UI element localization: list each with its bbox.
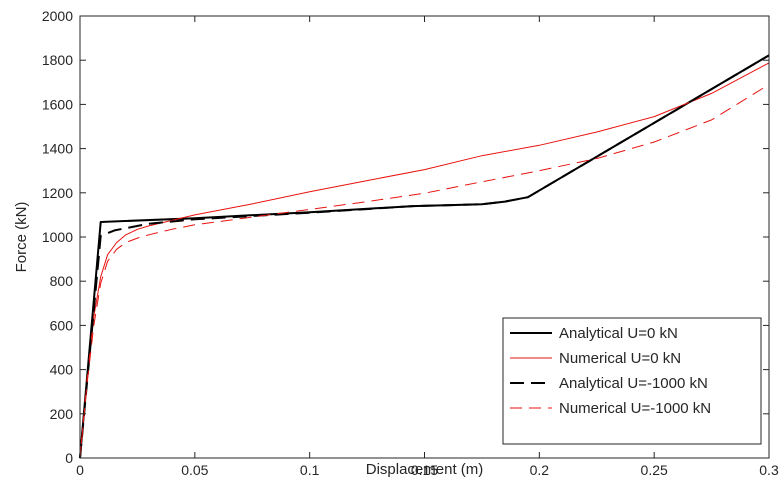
legend: Analytical U=0 kN Numerical U=0 kN Analyti… [502, 317, 762, 445]
y-tick-label: 1800 [42, 52, 73, 68]
y-tick-label: 1600 [42, 96, 73, 112]
legend-label-numerical-u-0-kn: Numerical U=0 kN [559, 350, 681, 367]
series-line-numerical-u-1000-kn [79, 84, 770, 459]
y-tick-label: 0 [65, 450, 73, 466]
y-tick-label: 2000 [42, 8, 73, 24]
y-tick-label: 200 [50, 406, 74, 422]
series-layer [79, 54, 770, 459]
x-tick-label: 0.2 [530, 462, 550, 478]
series-line-numerical-u-0-kn [79, 62, 770, 459]
x-tick-label: 0.25 [641, 462, 668, 478]
x-tick-label: 0.3 [759, 462, 779, 478]
y-tick-label: 800 [50, 273, 74, 289]
series-line-analytical-u-1000-kn [79, 54, 770, 459]
x-tick-label: 0 [76, 462, 84, 478]
legend-label-numerical-u-1000-kn: Numerical U=-1000 kN [559, 400, 711, 417]
legend-label-analytical-u-1000-kn: Analytical U=-1000 kN [559, 375, 708, 392]
y-tick-label: 1000 [42, 229, 73, 245]
x-tick-label: 0.05 [181, 462, 208, 478]
ticks-layer: 0 0.05 0.1 0.15 0.2 0.25 0.3 0 200 400 600 800 1000 1… [42, 8, 779, 478]
y-tick-label: 400 [50, 362, 74, 378]
legend-label-analytical-u-0-kn: Analytical U=0 kN [559, 325, 678, 342]
y-tick-label: 1400 [42, 141, 73, 157]
x-tick-label: 0.1 [300, 462, 320, 478]
x-tick-label: 0.15 [411, 462, 438, 478]
x-axis-label: Displacement (m) [366, 461, 484, 478]
legend-box [502, 317, 762, 445]
y-tick-label: 1200 [42, 185, 73, 201]
y-axis-label: Force (kN) [13, 202, 30, 273]
y-tick-label: 600 [50, 317, 74, 333]
